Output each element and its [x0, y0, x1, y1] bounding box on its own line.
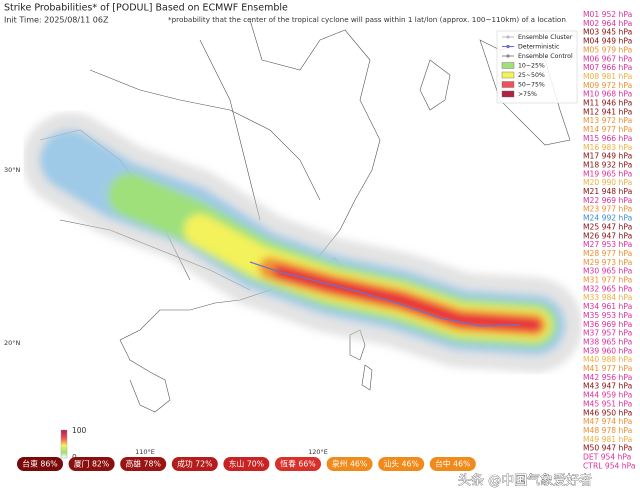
member-label: M48 978 hPa	[583, 426, 632, 435]
station-label: 厦门 82%	[74, 459, 109, 469]
member-label: M01 952 hPa	[583, 10, 632, 19]
member-label: M13 972 hPa	[583, 116, 632, 125]
member-label: M41 977 hPa	[583, 364, 632, 373]
member-label: M26 947 hPa	[583, 231, 632, 240]
member-label: M08 981 hPa	[583, 72, 632, 81]
station-label: 台中 46%	[435, 459, 470, 469]
legend-label: 10~25%	[518, 63, 545, 70]
station-chip	[68, 457, 115, 471]
legend-dot	[506, 54, 510, 58]
colorbar-label: 100	[72, 426, 87, 435]
member-label: M47 974 hPa	[583, 417, 632, 426]
colorbar	[60, 429, 68, 459]
strike-swath	[22, 112, 583, 373]
member-label: M46 950 hPa	[583, 408, 632, 417]
member-label: M07 966 hPa	[583, 63, 632, 72]
note: *probability that the center of the trop…	[168, 15, 566, 24]
member-label: M21 948 hPa	[583, 187, 632, 196]
lat-label: 30°N	[4, 166, 21, 174]
station-label: 汕头 46%	[383, 459, 418, 469]
member-label: M34 961 hPa	[583, 302, 632, 311]
station-chip	[120, 457, 167, 471]
station-label: 成功 72%	[177, 459, 212, 469]
member-label: M03 945 hPa	[583, 28, 632, 37]
member-label: M27 953 hPa	[583, 240, 632, 249]
station-label: 东山 70%	[229, 459, 264, 469]
member-label: M02 964 hPa	[583, 19, 632, 28]
member-label: M32 965 hPa	[583, 284, 632, 293]
init-time: Init Time: 2025/08/11 06Z	[4, 16, 109, 25]
member-label: M29 973 hPa	[583, 258, 632, 267]
legend-label: >75%	[518, 91, 537, 98]
title: Strike Probabilities* of [PODUL] Based o…	[4, 3, 288, 14]
member-label: M15 966 hPa	[583, 134, 632, 143]
legend-label: 50~75%	[518, 82, 545, 89]
member-label: M40 988 hPa	[583, 355, 632, 364]
member-label: M14 977 hPa	[583, 125, 632, 134]
member-label: M31 977 hPa	[583, 276, 632, 285]
member-label: M12 941 hPa	[583, 107, 632, 116]
member-label: M23 977 hPa	[583, 205, 632, 214]
member-label: M09 972 hPa	[583, 81, 632, 90]
legend-label: Deterministic	[518, 44, 560, 51]
station-label: 恆春 66%	[280, 459, 315, 469]
station-label: 台東 86%	[22, 459, 57, 469]
legend-swatch	[501, 90, 515, 98]
lon-label: 110°E	[135, 448, 155, 456]
station-chip	[429, 457, 476, 471]
station-chip	[326, 457, 373, 471]
member-label: CTRL 954 hPa	[583, 461, 635, 470]
member-label: M24 992 hPa	[583, 214, 632, 223]
lon-label: 120°E	[308, 448, 328, 456]
member-label: DET 954 hPa	[583, 453, 631, 462]
station-chip	[171, 457, 218, 471]
member-label: M30 965 hPa	[583, 267, 632, 276]
member-label: M04 949 hPa	[583, 37, 632, 46]
station-label: 高雄 78%	[125, 459, 160, 469]
overlay: Strike Probabilities* of [PODUL] Based o…	[4, 3, 635, 489]
member-label: M43 947 hPa	[583, 382, 632, 391]
member-label: M22 969 hPa	[583, 196, 632, 205]
station-chip	[223, 457, 270, 471]
legend-label: 25~50%	[518, 72, 545, 79]
station-chip	[275, 457, 321, 471]
member-label: M38 965 hPa	[583, 337, 632, 346]
member-label: M50 947 hPa	[583, 444, 632, 453]
member-label: M36 969 hPa	[583, 320, 632, 329]
member-label: M10 968 hPa	[583, 90, 632, 99]
lat-label: 20°N	[4, 339, 21, 347]
member-label: M35 953 hPa	[583, 311, 632, 320]
watermark: 头条 @中国气象爱好者	[458, 473, 592, 489]
member-label: M17 949 hPa	[583, 152, 632, 161]
member-label: M06 967 hPa	[583, 54, 632, 63]
member-label: M42 956 hPa	[583, 373, 632, 382]
station-chip	[378, 457, 425, 471]
legend-dot	[506, 35, 510, 39]
member-label: M05 979 hPa	[583, 45, 632, 54]
member-label: M28 977 hPa	[583, 249, 632, 258]
member-label: M33 984 hPa	[583, 293, 632, 302]
deterministic-track	[249, 261, 521, 327]
member-label: M25 947 hPa	[583, 222, 632, 231]
member-label: M39 960 hPa	[583, 346, 632, 355]
member-label: M45 951 hPa	[583, 399, 632, 408]
legend-swatch	[501, 62, 515, 69]
legend-label: Ensemble Cluster	[518, 34, 573, 41]
station-chip	[17, 457, 63, 471]
member-label: M49 981 hPa	[583, 435, 632, 444]
legend-dot	[506, 44, 510, 49]
member-label: M11 946 hPa	[583, 99, 632, 108]
member-label: M44 959 hPa	[583, 391, 632, 400]
member-label: M19 965 hPa	[583, 169, 632, 178]
station-label: 泉州 46%	[332, 459, 367, 469]
legend-swatch	[501, 81, 515, 88]
legend-swatch	[501, 71, 515, 79]
member-label: M20 990 hPa	[583, 178, 632, 187]
member-label: M16 983 hPa	[583, 143, 632, 152]
member-label: M18 932 hPa	[583, 160, 632, 169]
legend-label: Ensemble Control	[518, 53, 573, 60]
member-label: M37 957 hPa	[583, 329, 632, 338]
